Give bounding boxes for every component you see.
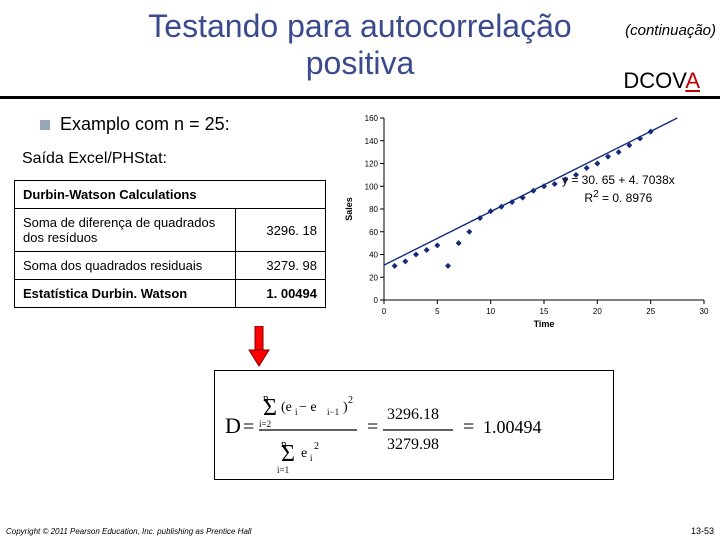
formula-box: D = n Σ i=2 (e i − e i−1 ) 2 n Σ i=1 e i… (214, 370, 614, 480)
svg-text:e: e (301, 446, 307, 461)
svg-text:5: 5 (435, 307, 440, 316)
formula-den: 3279.98 (387, 436, 439, 453)
svg-text:25: 25 (646, 307, 655, 316)
table-row: Estatística Durbin. Watson 1. 00494 (15, 280, 326, 308)
svg-text:Sales: Sales (344, 197, 354, 221)
svg-text:10: 10 (486, 307, 495, 316)
svg-text:i=2: i=2 (259, 419, 271, 429)
regression-equation: y = 30. 65 + 4. 7038x R2 = 0. 8976 (562, 172, 675, 206)
svg-text:0: 0 (382, 307, 387, 316)
svg-text:100: 100 (365, 182, 379, 191)
svg-text:15: 15 (540, 307, 549, 316)
svg-text:Σ: Σ (263, 395, 277, 421)
svg-text:i−1: i−1 (327, 407, 339, 417)
svg-text:60: 60 (369, 228, 378, 237)
dcova-prefix: DCOV (623, 68, 685, 93)
svg-text:2: 2 (314, 441, 319, 452)
page-title: Testando para autocorrelação positiva (90, 8, 630, 82)
svg-text:i: i (295, 407, 298, 417)
dw-row2-value: 3279. 98 (236, 252, 326, 280)
svg-text:20: 20 (593, 307, 602, 316)
phstat-label: Saída Excel/PHStat: (22, 150, 167, 168)
svg-text:20: 20 (369, 273, 378, 282)
bullet-icon (40, 120, 50, 130)
svg-text:=: = (463, 416, 474, 438)
svg-text:2: 2 (348, 395, 353, 406)
eq-r2-prefix: R (584, 191, 593, 205)
svg-text:i=1: i=1 (277, 465, 289, 475)
table-row: Soma de diferença de quadrados dos resíd… (15, 209, 326, 252)
dw-table: Durbin-Watson Calculations Soma de difer… (14, 180, 326, 308)
svg-text:=: = (243, 416, 254, 438)
svg-text:80: 80 (369, 205, 378, 214)
svg-text:=: = (367, 416, 378, 438)
dw-row3-label: Estatística Durbin. Watson (15, 280, 236, 308)
svg-text:Σ: Σ (281, 441, 295, 467)
example-label: Examplo com n = 25: (60, 114, 230, 135)
svg-text:160: 160 (365, 114, 379, 123)
dcova-highlight: A (685, 68, 700, 93)
formula-result: 1.00494 (483, 417, 542, 437)
formula-svg: D = n Σ i=2 (e i − e i−1 ) 2 n Σ i=1 e i… (219, 375, 609, 475)
dw-row1-value: 3296. 18 (236, 209, 326, 252)
svg-text:Time: Time (534, 319, 555, 329)
copyright: Copyright © 2011 Pearson Education, Inc.… (6, 527, 251, 536)
svg-text:30: 30 (700, 307, 709, 316)
dcova-badge: DCOVA (623, 68, 700, 94)
svg-text:120: 120 (365, 160, 379, 169)
scatter-chart: 0 20 40 60 80 100 120 140 160 0 5 10 15 20 25 30 Time Sal… (342, 112, 712, 330)
dw-row1-label: Soma de diferença de quadrados dos resíd… (15, 209, 236, 252)
dw-row3-value: 1. 00494 (236, 280, 326, 308)
svg-text:(e: (e (281, 400, 292, 415)
example-bullet: Examplo com n = 25: (40, 114, 230, 135)
svg-text:− e: − e (299, 400, 317, 415)
svg-text:i: i (310, 453, 313, 463)
svg-text:40: 40 (369, 251, 378, 260)
eq-line1: y = 30. 65 + 4. 7038x (562, 173, 675, 187)
continuation-label: (continuação) (625, 22, 716, 39)
svg-text:0: 0 (374, 296, 379, 305)
formula-num: 3296.18 (387, 406, 439, 423)
down-arrow-icon (247, 326, 271, 368)
eq-r2-value: = 0. 8976 (599, 191, 653, 205)
svg-text:140: 140 (365, 137, 379, 146)
title-underline (0, 96, 720, 99)
table-row: Soma dos quadrados residuais 3279. 98 (15, 252, 326, 280)
dw-table-header: Durbin-Watson Calculations (15, 181, 326, 209)
page-number: 13-53 (691, 526, 714, 536)
formula-D: D (225, 413, 241, 438)
dw-row2-label: Soma dos quadrados residuais (15, 252, 236, 280)
